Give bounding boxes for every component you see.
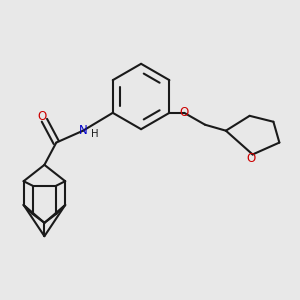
Text: O: O xyxy=(38,110,47,123)
Text: H: H xyxy=(92,129,99,139)
Text: N: N xyxy=(79,124,87,137)
Text: O: O xyxy=(247,152,256,164)
Text: O: O xyxy=(180,106,189,119)
